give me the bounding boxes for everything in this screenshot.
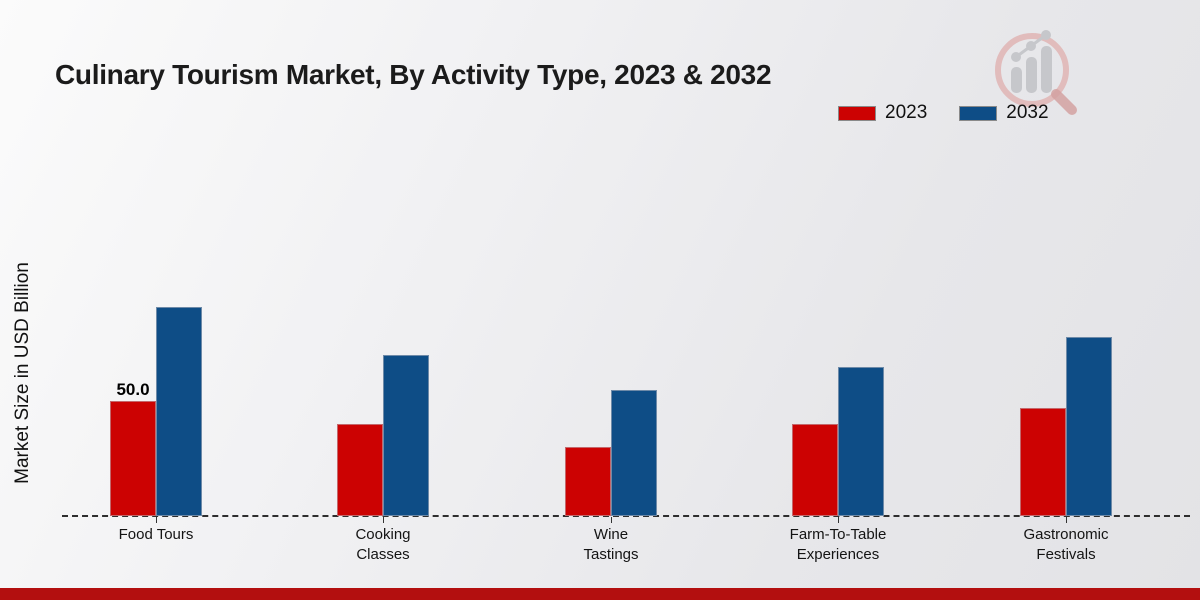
bar-2032-gastronomic-festivals [1066,337,1112,516]
bar-2032-food-tours [156,307,202,516]
bar-2032-farm-to-table-experiences [838,367,884,516]
bar-2032-wine-tastings [611,390,657,516]
category-label-food-tours: Food Tours [118,526,194,543]
legend-swatch-2023 [838,105,876,121]
category-label-wine-tastings: Wine Tastings [583,526,639,564]
x-axis-tick [1066,517,1067,523]
x-axis-baseline [62,515,1190,517]
category-label-farm-to-table-experiences: Farm-To-Table Experiences [789,526,887,564]
x-axis-tick [156,517,157,523]
x-axis-tick [838,517,839,523]
legend-label-2032: 2032 [1006,102,1049,123]
magnifier-chart-logo-icon [995,30,1077,115]
bar-2023-gastronomic-festivals [1020,408,1066,516]
x-axis-tick [383,517,384,523]
category-label-cooking-classes: Cooking Classes [355,526,411,564]
legend-swatch-2032 [959,105,998,121]
legend: 2023 2032 [838,102,1049,124]
bar-2023-cooking-classes [337,424,383,516]
x-axis-tick [611,517,612,523]
legend-item-2023: 2023 [838,102,927,124]
legend-item-2032: 2032 [959,102,1049,124]
bar-2032-cooking-classes [383,355,429,516]
data-label: 50.0 [116,380,150,399]
chart-title: Culinary Tourism Market, By Activity Typ… [55,58,772,90]
category-label-gastronomic-festivals: Gastronomic Festivals [1023,526,1109,564]
bar-2023-farm-to-table-experiences [792,424,838,516]
footer-accent-bar [0,588,1200,600]
y-axis-label: Market Size in USD Billion [12,262,33,484]
bar-2023-food-tours [110,401,156,516]
bar-2023-wine-tastings [565,447,611,516]
legend-label-2023: 2023 [885,102,928,123]
